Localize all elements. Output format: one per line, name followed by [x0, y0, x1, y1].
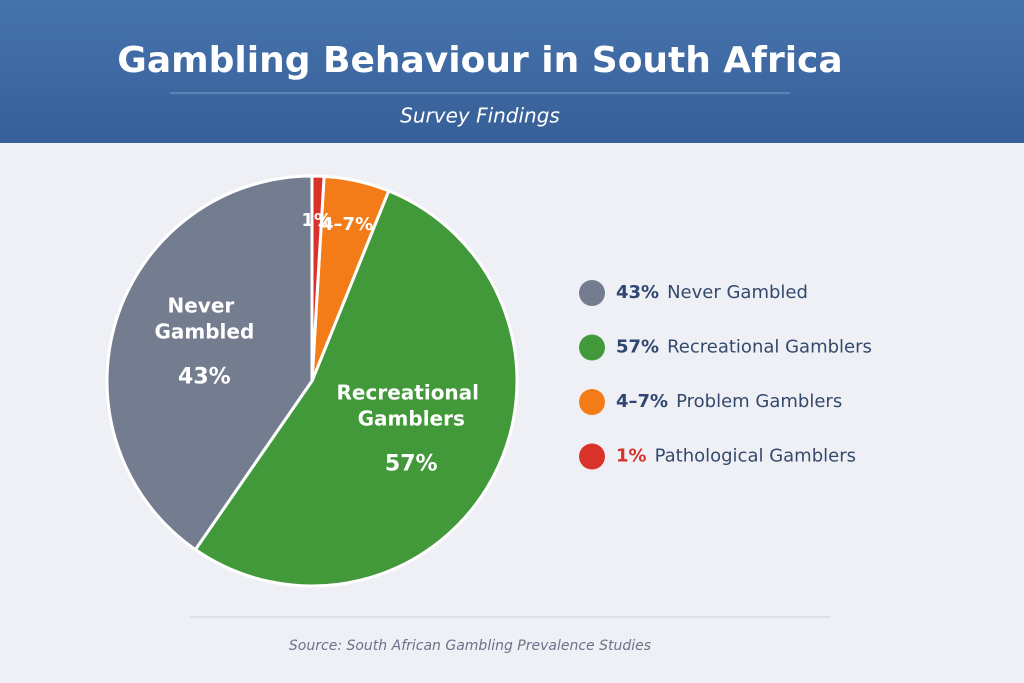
legend-value: 57% — [616, 337, 659, 358]
legend-value: 4–7% — [616, 391, 668, 412]
chart-title: Gambling Behaviour in South Africa — [117, 40, 842, 81]
legend-value: 43% — [616, 282, 659, 303]
slice-value-label: 1% — [301, 210, 332, 231]
legend-label: Pathological Gamblers — [655, 446, 856, 467]
legend-value: 1% — [616, 446, 647, 467]
legend-swatch — [579, 280, 605, 306]
legend-label: Problem Gamblers — [676, 391, 842, 412]
legend-entry: 4–7% Problem Gamblers — [616, 391, 842, 412]
legend-label: Recreational Gamblers — [667, 337, 872, 358]
pie-slice — [105, 174, 314, 552]
legend-entry: 43% Never Gambled — [616, 282, 808, 303]
legend-label: Never Gambled — [667, 282, 808, 303]
pie-slice — [310, 174, 326, 382]
chart-subtitle: Survey Findings — [400, 104, 560, 128]
slice-name: Never Gambled — [154, 293, 254, 343]
legend-entry: 1% Pathological Gamblers — [616, 446, 856, 467]
source-note: Source: South African Gambling Prevalenc… — [289, 638, 651, 654]
legend-swatch — [579, 443, 605, 470]
legend-swatch — [579, 389, 605, 415]
slice-name: Recreational Gamblers — [337, 380, 486, 430]
pie-slice — [193, 188, 519, 588]
header-band — [0, 0, 1024, 143]
slice-value-label: 57% — [385, 451, 438, 476]
legend-entry: 57% Recreational Gamblers — [616, 337, 872, 358]
slice-value-label: 4–7% — [321, 214, 373, 235]
slice-value-label: 43% — [178, 364, 231, 389]
legend-swatch — [579, 334, 605, 361]
